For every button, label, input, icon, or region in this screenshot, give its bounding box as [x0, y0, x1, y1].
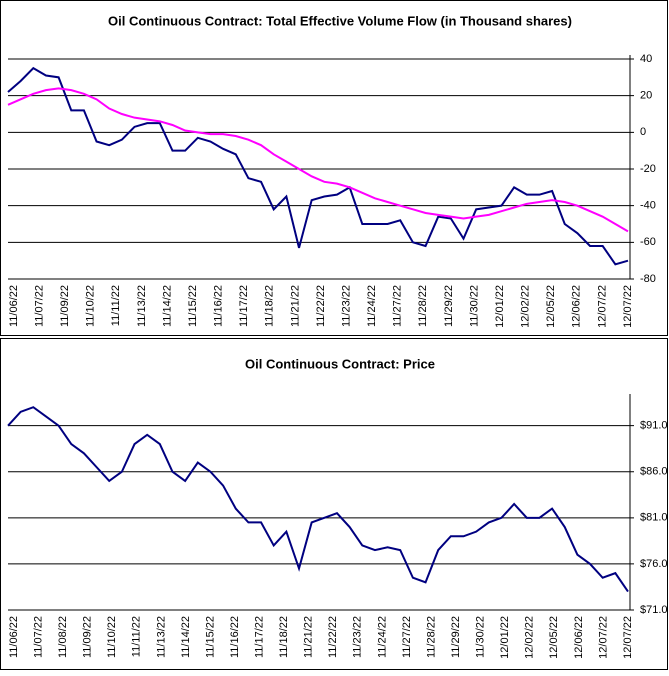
x-tick-label: 12/07/22: [622, 616, 634, 659]
y-tick-label: $76.0: [640, 558, 668, 570]
y-tick-label: $71.0: [640, 604, 668, 616]
panel: [0, 0, 668, 336]
x-tick-label: 11/24/22: [366, 285, 378, 327]
x-tick-label: 12/01/22: [494, 285, 506, 328]
x-tick-label: 12/07/22: [622, 285, 634, 328]
x-tick-label: 11/14/22: [161, 285, 173, 327]
x-tick-label: 11/22/22: [315, 285, 327, 327]
x-tick-label: 11/06/22: [8, 616, 20, 658]
y-tick-label: 0: [640, 126, 646, 138]
x-tick-label: 11/11/22: [131, 616, 143, 657]
x-tick-label: 11/29/22: [443, 285, 455, 327]
x-tick-label: 11/28/22: [425, 616, 437, 658]
x-tick-label: 11/13/22: [136, 285, 148, 327]
x-tick-label: 11/30/22: [475, 616, 487, 658]
x-tick-label: 11/27/22: [401, 616, 413, 658]
x-tick-label: 12/07/22: [596, 285, 608, 328]
chart-title: Oil Continuous Contract: Total Effective…: [108, 13, 572, 28]
x-tick-label: 11/08/22: [57, 616, 69, 658]
x-tick-label: 11/10/22: [106, 616, 118, 658]
y-tick-label: $86.0: [640, 466, 668, 478]
y-tick-label: -20: [640, 163, 656, 175]
panel: [0, 338, 668, 670]
chart-title: Oil Continuous Contract: Price: [245, 356, 435, 371]
series-line: [7, 406, 629, 593]
x-tick-label: 12/02/22: [524, 616, 536, 659]
x-tick-label: 11/06/22: [8, 285, 20, 327]
x-tick-label: 11/11/22: [110, 285, 122, 326]
series-line: [7, 87, 629, 233]
x-tick-label: 11/18/22: [264, 285, 276, 327]
x-tick-label: 11/16/22: [229, 616, 241, 658]
y-tick-label: 20: [640, 90, 652, 102]
x-tick-label: 11/24/22: [376, 616, 388, 658]
x-tick-label: 11/13/22: [155, 616, 167, 658]
x-tick-label: 11/18/22: [278, 616, 290, 658]
y-tick-label: $81.0: [640, 512, 668, 524]
x-tick-label: 12/06/22: [573, 616, 585, 659]
x-tick-label: 12/01/22: [499, 616, 511, 659]
x-tick-label: 11/17/22: [238, 285, 250, 327]
x-tick-label: 11/07/22: [32, 616, 44, 658]
x-tick-label: 11/07/22: [33, 285, 45, 327]
x-tick-label: 11/10/22: [85, 285, 97, 327]
y-tick-label: $91.0: [640, 420, 668, 432]
x-tick-label: 11/09/22: [82, 616, 94, 658]
x-tick-label: 11/09/22: [59, 285, 71, 327]
x-tick-label: 11/21/22: [289, 285, 301, 327]
x-tick-label: 11/14/22: [180, 616, 192, 658]
x-tick-label: 12/05/22: [548, 616, 560, 659]
y-tick-label: 40: [640, 53, 652, 65]
x-tick-label: 12/05/22: [545, 285, 557, 328]
x-tick-label: 11/29/22: [450, 616, 462, 658]
series-line: [7, 66, 629, 266]
x-tick-label: 11/23/22: [340, 285, 352, 327]
x-tick-label: 11/30/22: [468, 285, 480, 327]
x-tick-label: 12/07/22: [597, 616, 609, 659]
x-tick-label: 11/15/22: [204, 616, 216, 658]
y-tick-label: -80: [640, 273, 656, 285]
x-tick-label: 11/27/22: [392, 285, 404, 327]
y-tick-label: -40: [640, 200, 656, 212]
x-tick-label: 12/02/22: [520, 285, 532, 328]
x-tick-label: 11/22/22: [327, 616, 339, 658]
x-tick-label: 11/23/22: [352, 616, 364, 658]
x-tick-label: 11/28/22: [417, 285, 429, 327]
x-tick-label: 11/21/22: [303, 616, 315, 658]
x-tick-label: 11/15/22: [187, 285, 199, 327]
y-tick-label: -60: [640, 236, 656, 248]
x-tick-label: 11/17/22: [254, 616, 266, 658]
x-tick-label: 11/16/22: [213, 285, 225, 327]
x-tick-label: 12/06/22: [571, 285, 583, 328]
